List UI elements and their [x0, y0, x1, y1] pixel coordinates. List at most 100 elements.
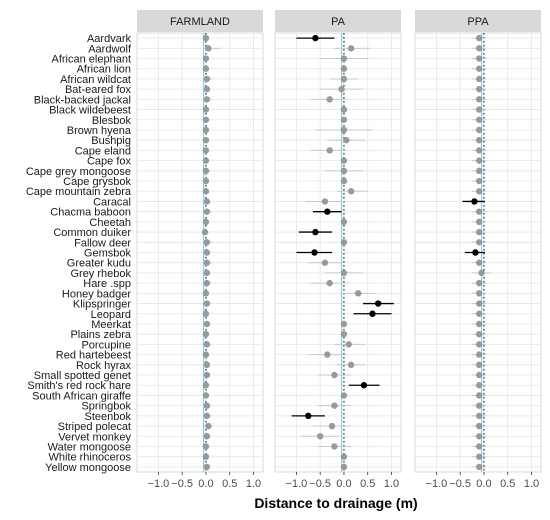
estimate-point — [202, 218, 210, 226]
estimate-point — [475, 422, 483, 430]
estimate-point — [312, 228, 319, 236]
estimate-point — [326, 279, 333, 287]
estimate-point — [203, 269, 211, 277]
estimate-point — [475, 96, 483, 103]
estimate-point — [202, 116, 210, 123]
estimate-point — [347, 188, 355, 195]
facet-strip-label: PPA — [467, 16, 489, 28]
species-label: Fallow deer — [74, 237, 131, 249]
estimate-point — [328, 422, 336, 430]
estimate-point — [340, 106, 348, 113]
estimate-point — [331, 371, 338, 379]
estimate-point — [340, 320, 348, 328]
estimate-point — [203, 412, 211, 420]
x-axes: −1.0 −0.5 0.0 0.5 1.0 −1.0 −0.5 0.0 0.5 1.0 −1.0 −0… — [148, 472, 539, 490]
estimate-point — [475, 382, 483, 389]
estimate-point — [324, 351, 331, 358]
estimate-point — [475, 453, 483, 460]
estimate-point — [202, 157, 210, 164]
estimate-point — [475, 463, 483, 471]
species-label: South African giraffe — [32, 390, 131, 402]
estimate-point — [340, 218, 348, 226]
facet-panel-ppa: PPA — [414, 10, 542, 473]
species-label: Cape fox — [87, 156, 132, 168]
estimate-point — [475, 341, 483, 348]
species-label: Vervet monkey — [58, 431, 131, 443]
estimate-point — [475, 167, 483, 175]
estimate-point — [203, 208, 211, 215]
estimate-point — [471, 198, 478, 205]
estimate-point — [475, 320, 483, 328]
estimate-point — [475, 279, 483, 287]
estimate-point — [202, 443, 210, 450]
x-tick-label: 1.0 — [384, 478, 399, 490]
species-label: Cheetah — [89, 217, 131, 229]
estimate-point — [475, 116, 483, 123]
estimate-point — [326, 96, 333, 103]
species-label: African elephant — [52, 54, 132, 66]
species-label: Cape mountain zebra — [26, 186, 132, 198]
species-label: African wildcat — [60, 74, 131, 86]
estimate-point — [202, 392, 210, 399]
species-label: Grey rhebok — [70, 268, 131, 280]
estimate-point — [321, 198, 329, 205]
species-label: Smith's red rock hare — [27, 380, 131, 392]
estimate-point — [340, 167, 348, 175]
estimate-point — [203, 371, 211, 379]
estimate-point — [475, 290, 483, 297]
estimate-point — [305, 412, 312, 420]
species-label: Chacma baboon — [50, 207, 131, 219]
estimate-point — [475, 136, 483, 144]
x-tick-label: −1.0 — [286, 478, 308, 490]
facet-panel-pa: PA — [274, 10, 402, 473]
estimate-point — [202, 453, 210, 460]
x-axis-farmland: −1.0 −0.5 0.0 0.5 1.0 — [148, 472, 261, 490]
facet-strip-label: PA — [331, 16, 346, 28]
estimate-point — [201, 228, 209, 236]
x-tick-label: 0.5 — [360, 478, 375, 490]
estimate-point — [347, 361, 355, 369]
estimate-point — [478, 269, 485, 277]
species-label: Black-backed jackal — [34, 94, 131, 106]
estimate-point — [475, 392, 483, 399]
estimate-point — [202, 106, 210, 113]
estimate-point — [202, 290, 210, 297]
estimate-point — [475, 402, 483, 409]
estimate-point — [355, 290, 362, 297]
estimate-point — [324, 208, 331, 215]
estimate-point — [203, 463, 211, 471]
species-label: Leopard — [91, 309, 131, 321]
estimate-point — [475, 300, 483, 307]
estimate-point — [203, 85, 211, 93]
estimate-point — [475, 310, 483, 317]
x-axis-pa: −1.0 −0.5 0.0 0.5 1.0 — [286, 472, 399, 490]
estimate-point — [338, 85, 345, 93]
x-tick-label: 0.0 — [476, 478, 491, 490]
species-label: Porcupine — [81, 339, 131, 351]
estimate-point — [475, 126, 483, 134]
estimate-point — [475, 228, 483, 236]
estimate-point — [475, 34, 483, 42]
species-label: Small spotted genet — [34, 370, 131, 382]
estimate-point — [475, 85, 483, 93]
species-label: Red hartebeest — [56, 350, 131, 362]
estimate-point — [475, 188, 483, 195]
estimate-point — [203, 75, 211, 83]
estimate-point — [202, 188, 210, 195]
facet-strip-background — [275, 10, 401, 32]
species-label: Cape grey mongoose — [26, 166, 131, 178]
species-label: Aardvark — [87, 33, 132, 45]
estimate-point — [331, 443, 338, 450]
estimate-point — [203, 96, 211, 103]
estimate-point — [202, 126, 210, 134]
species-label: African lion — [77, 64, 131, 76]
estimate-point — [360, 382, 368, 389]
estimate-point — [321, 259, 329, 266]
estimate-point — [205, 422, 212, 430]
estimate-point — [331, 402, 338, 409]
estimate-point — [202, 382, 210, 389]
estimate-point — [202, 147, 210, 154]
estimate-point — [203, 341, 211, 348]
species-label: Cape grysbok — [63, 176, 131, 188]
